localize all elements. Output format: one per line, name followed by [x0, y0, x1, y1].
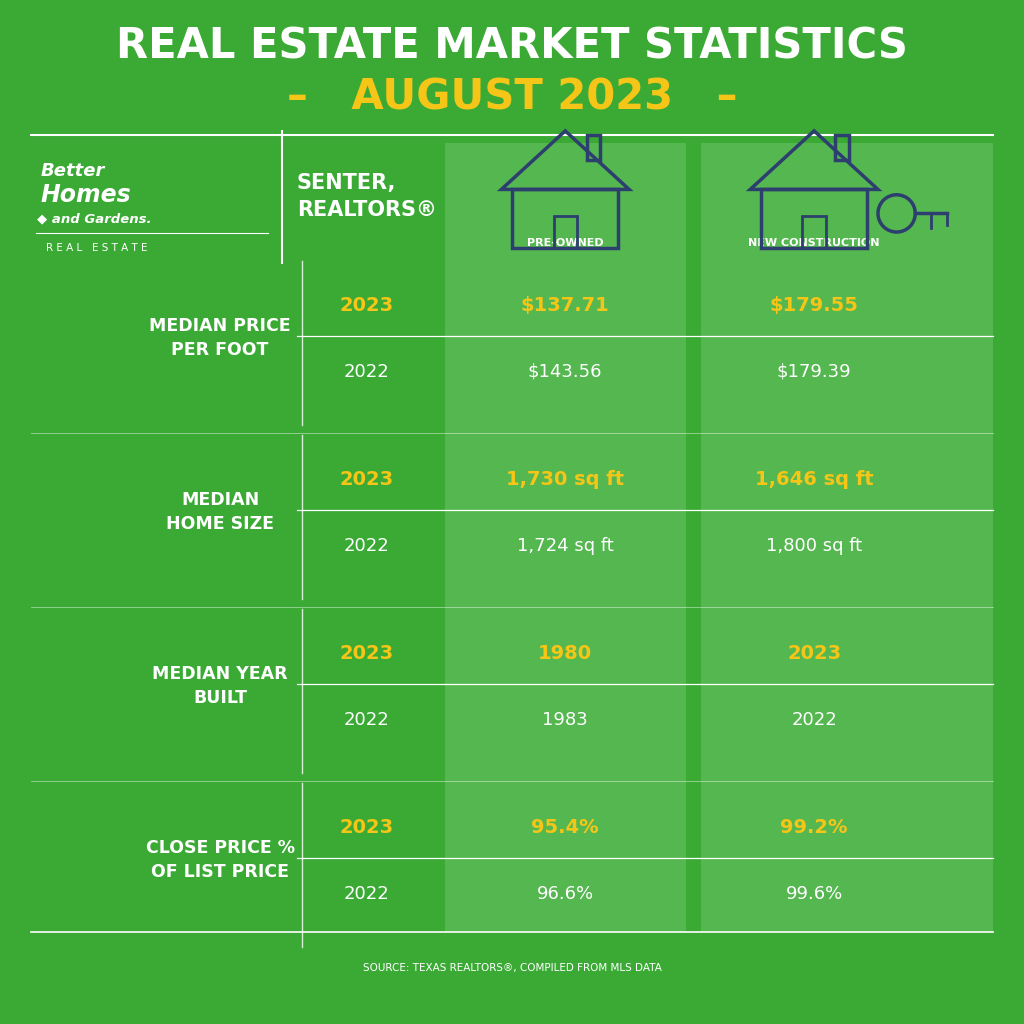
FancyBboxPatch shape [701, 143, 993, 932]
Text: MEDIAN
HOME SIZE: MEDIAN HOME SIZE [166, 492, 274, 532]
Text: R E A L   E S T A T E: R E A L E S T A T E [46, 243, 147, 253]
Text: Better: Better [41, 162, 105, 180]
Text: ◆ and Gardens.: ◆ and Gardens. [37, 213, 152, 225]
Bar [554, 216, 577, 248]
Text: 2022: 2022 [344, 362, 389, 381]
Bar [587, 134, 600, 160]
Text: MEDIAN PRICE
PER FOOT: MEDIAN PRICE PER FOOT [150, 317, 291, 358]
Text: 2023: 2023 [340, 470, 393, 488]
Text: CLOSE PRICE %
OF LIST PRICE: CLOSE PRICE % OF LIST PRICE [145, 840, 295, 881]
Text: 2022: 2022 [344, 885, 389, 903]
Bar [512, 189, 618, 248]
Text: 2023: 2023 [340, 818, 393, 837]
Text: Homes: Homes [41, 182, 132, 207]
Bar [836, 134, 849, 160]
Text: REAL ESTATE MARKET STATISTICS: REAL ESTATE MARKET STATISTICS [116, 25, 908, 68]
Text: $137.71: $137.71 [521, 296, 609, 314]
Text: 99.2%: 99.2% [780, 818, 848, 837]
Text: 2023: 2023 [340, 644, 393, 663]
Text: 95.4%: 95.4% [531, 818, 599, 837]
Text: 2022: 2022 [344, 711, 389, 729]
Text: 1980: 1980 [539, 644, 592, 663]
Text: 2023: 2023 [340, 296, 393, 314]
Text: MEDIAN YEAR
BUILT: MEDIAN YEAR BUILT [153, 666, 288, 707]
Text: 1,724 sq ft: 1,724 sq ft [517, 537, 613, 555]
Text: 1,730 sq ft: 1,730 sq ft [506, 470, 625, 488]
Text: $179.55: $179.55 [770, 296, 858, 314]
Text: SENTER,
REALTORS®: SENTER, REALTORS® [297, 173, 437, 220]
Text: NEW CONSTRUCTION: NEW CONSTRUCTION [749, 238, 880, 248]
Text: 99.6%: 99.6% [785, 885, 843, 903]
Text: $179.39: $179.39 [777, 362, 851, 381]
Text: 2022: 2022 [344, 537, 389, 555]
Text: PRE-OWNED: PRE-OWNED [527, 238, 603, 248]
Text: 1,800 sq ft: 1,800 sq ft [766, 537, 862, 555]
Text: 2023: 2023 [787, 644, 841, 663]
FancyBboxPatch shape [445, 143, 686, 932]
Text: 96.6%: 96.6% [537, 885, 594, 903]
Bar [761, 189, 867, 248]
Text: 1,646 sq ft: 1,646 sq ft [755, 470, 873, 488]
Text: 2022: 2022 [792, 711, 837, 729]
Text: 1983: 1983 [543, 711, 588, 729]
Bar [803, 216, 825, 248]
Text: SOURCE: TEXAS REALTORS®, COMPILED FROM MLS DATA: SOURCE: TEXAS REALTORS®, COMPILED FROM M… [362, 963, 662, 973]
Text: –   AUGUST 2023   –: – AUGUST 2023 – [287, 76, 737, 119]
Text: $143.56: $143.56 [528, 362, 602, 381]
